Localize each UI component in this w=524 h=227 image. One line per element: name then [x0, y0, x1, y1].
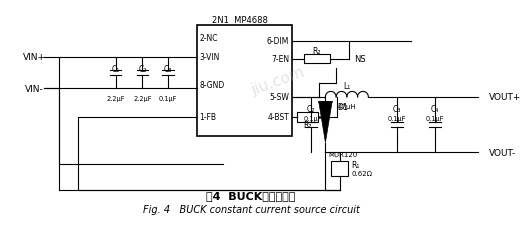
- Text: Fig. 4   BUCK constant current source circuit: Fig. 4 BUCK constant current source circ…: [143, 204, 359, 214]
- Text: 0.1μF: 0.1μF: [304, 115, 322, 121]
- Text: 8-GND: 8-GND: [200, 81, 225, 89]
- Text: VOUT+: VOUT+: [489, 93, 522, 102]
- Text: C₃: C₃: [164, 64, 172, 73]
- Bar: [331, 161, 348, 177]
- Text: R₁: R₁: [351, 161, 359, 170]
- Text: R₂: R₂: [313, 46, 321, 55]
- Text: 0.62Ω: 0.62Ω: [351, 170, 372, 176]
- Text: C₃: C₃: [392, 104, 401, 113]
- Text: C₄: C₄: [431, 104, 439, 113]
- Text: 0.1μF: 0.1μF: [426, 115, 444, 121]
- Text: C₂: C₂: [138, 64, 147, 73]
- Text: C₁: C₁: [112, 64, 120, 73]
- Bar: [303, 55, 330, 64]
- Text: NS: NS: [354, 55, 366, 64]
- Text: 2.2μF: 2.2μF: [106, 95, 125, 101]
- Text: 图4  BUCK恒流源电路: 图4 BUCK恒流源电路: [206, 190, 296, 200]
- Text: L₁: L₁: [343, 81, 351, 91]
- Text: 0.1μF: 0.1μF: [388, 115, 406, 121]
- Text: 3-VIN: 3-VIN: [200, 53, 220, 62]
- Text: 1-FB: 1-FB: [200, 113, 216, 122]
- Text: 4-BST: 4-BST: [267, 113, 289, 122]
- Text: VIN+: VIN+: [23, 53, 46, 62]
- Text: R₂: R₂: [303, 120, 312, 129]
- Text: VOUT-: VOUT-: [489, 148, 517, 157]
- Text: jiu.com: jiu.com: [249, 65, 307, 98]
- Text: 6-DIM: 6-DIM: [267, 37, 289, 46]
- Bar: [197, 26, 292, 136]
- Polygon shape: [319, 102, 332, 143]
- Text: MUR120: MUR120: [328, 151, 357, 157]
- Text: 2N1  MP4688: 2N1 MP4688: [212, 16, 268, 25]
- Text: VIN-: VIN-: [25, 84, 44, 93]
- Text: D1: D1: [337, 102, 347, 111]
- Text: C₂: C₂: [307, 104, 315, 113]
- Text: 7-EN: 7-EN: [271, 55, 289, 64]
- Text: 47μH: 47μH: [337, 104, 356, 110]
- Text: 5-SW: 5-SW: [269, 93, 289, 102]
- Bar: [297, 113, 318, 122]
- Text: 2.2μF: 2.2μF: [133, 95, 151, 101]
- Text: 2-NC: 2-NC: [200, 34, 218, 43]
- Text: 0.1μF: 0.1μF: [159, 95, 177, 101]
